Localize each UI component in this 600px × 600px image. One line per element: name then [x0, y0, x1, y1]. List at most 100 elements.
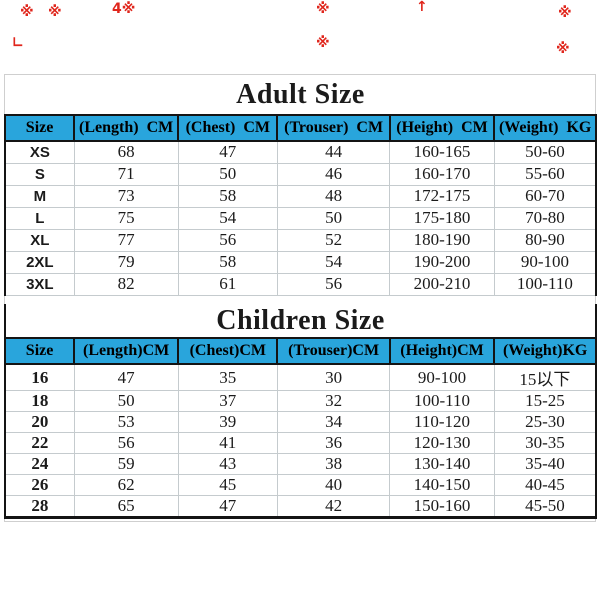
value-cell: 50 [276, 206, 391, 230]
value-cell: 40-45 [493, 474, 597, 496]
value-cell: 61 [177, 272, 278, 296]
value-cell: 15以下 [493, 363, 597, 391]
value-cell: 35-40 [493, 453, 597, 475]
children-size-title: Children Size [4, 304, 597, 337]
value-cell: 37 [177, 390, 278, 412]
column-header: Size [3, 337, 76, 365]
value-cell: 47 [177, 495, 278, 518]
value-cell: 77 [73, 228, 179, 252]
value-cell: 56 [276, 272, 391, 296]
value-cell: 55-60 [493, 162, 597, 186]
column-header: (Trouser)CM [276, 337, 391, 365]
value-cell: 30 [276, 363, 391, 391]
size-label-cell: 26 [4, 474, 75, 496]
table-row: 26 62 45 40 140-150 40-45 [4, 474, 597, 496]
value-cell: 40 [276, 474, 391, 496]
value-cell: 75 [73, 206, 179, 230]
value-cell: 47 [177, 140, 278, 164]
table-row: 18 50 37 32 100-110 15-25 [4, 390, 597, 412]
value-cell: 130-140 [389, 453, 495, 475]
value-cell: 45-50 [493, 495, 597, 518]
size-label-cell: XS [4, 140, 75, 164]
table-row: S 71 50 46 160-170 55-60 [4, 162, 597, 186]
value-cell: 32 [276, 390, 391, 412]
table-row: M 73 58 48 172-175 60-70 [4, 184, 597, 208]
value-cell: 175-180 [389, 206, 495, 230]
value-cell: 53 [73, 411, 179, 433]
value-cell: 39 [177, 411, 278, 433]
table-row: XS 68 47 44 160-165 50-60 [4, 140, 597, 164]
children-size-table: Size (Length)CM (Chest)CM (Trouser)CM (Heigh… [3, 337, 597, 519]
value-cell: 80-90 [493, 228, 597, 252]
value-cell: 90-100 [389, 363, 495, 391]
value-cell: 47 [73, 363, 179, 391]
size-label-cell: L [4, 206, 75, 230]
value-cell: 56 [73, 432, 179, 454]
value-cell: 190-200 [389, 250, 495, 274]
column-header: Size [3, 114, 76, 142]
watermark-mark: ↑ [416, 0, 428, 15]
value-cell: 62 [73, 474, 179, 496]
value-cell: 60-70 [493, 184, 597, 208]
column-header: (Length) CM [73, 114, 180, 142]
value-cell: 58 [177, 250, 278, 274]
table-row: 2XL 79 58 54 190-200 90-100 [4, 250, 597, 274]
chart-frame-border [4, 74, 596, 522]
value-cell: 71 [73, 162, 179, 186]
value-cell: 50 [177, 162, 278, 186]
value-cell: 65 [73, 495, 179, 518]
size-label-cell: 16 [4, 363, 75, 391]
adult-size-table: Size (Length) CM (Chest) CM (Trouser) CM (He… [3, 114, 597, 296]
value-cell: 90-100 [493, 250, 597, 274]
size-label-cell: 28 [4, 495, 75, 518]
value-cell: 200-210 [389, 272, 495, 296]
column-header: (Length)CM [73, 337, 180, 365]
size-label-cell: M [4, 184, 75, 208]
value-cell: 15-25 [493, 390, 597, 412]
table-row: 20 53 39 34 110-120 25-30 [4, 411, 597, 433]
size-label-cell: XL [4, 228, 75, 252]
value-cell: 54 [276, 250, 391, 274]
value-cell: 25-30 [493, 411, 597, 433]
column-header: (Height)CM [388, 337, 496, 365]
table-row: 3XL 82 61 56 200-210 100-110 [4, 272, 597, 296]
value-cell: 35 [177, 363, 278, 391]
column-header: (Height) CM [388, 114, 496, 142]
value-cell: 34 [276, 411, 391, 433]
value-cell: 52 [276, 228, 391, 252]
watermark-mark: ※ [48, 4, 62, 20]
watermark-mark: ※ [556, 41, 570, 57]
watermark-mark: 4※ [112, 1, 136, 17]
size-label-cell: 24 [4, 453, 75, 475]
table-row: 16 47 35 30 90-100 15以下 [4, 363, 597, 391]
column-header: (Weight)KG [493, 337, 597, 365]
value-cell: 44 [276, 140, 391, 164]
value-cell: 41 [177, 432, 278, 454]
size-label-cell: 3XL [4, 272, 75, 296]
value-cell: 45 [177, 474, 278, 496]
value-cell: 172-175 [389, 184, 495, 208]
size-label-cell: 22 [4, 432, 75, 454]
value-cell: 110-120 [389, 411, 495, 433]
size-label-cell: 18 [4, 390, 75, 412]
watermark-mark: ∟ [12, 35, 24, 51]
value-cell: 70-80 [493, 206, 597, 230]
value-cell: 46 [276, 162, 391, 186]
column-header: (Chest)CM [177, 337, 279, 365]
adult-size-title: Adult Size [236, 79, 365, 110]
watermark-mark: ※ [20, 4, 34, 20]
value-cell: 59 [73, 453, 179, 475]
value-cell: 100-110 [493, 272, 597, 296]
value-cell: 140-150 [389, 474, 495, 496]
value-cell: 160-170 [389, 162, 495, 186]
value-cell: 56 [177, 228, 278, 252]
watermark-mark: ※ [316, 1, 330, 17]
value-cell: 100-110 [389, 390, 495, 412]
value-cell: 50 [73, 390, 179, 412]
adult-header-row: Size (Length) CM (Chest) CM (Trouser) CM (He… [3, 114, 597, 142]
value-cell: 38 [276, 453, 391, 475]
value-cell: 36 [276, 432, 391, 454]
value-cell: 30-35 [493, 432, 597, 454]
value-cell: 180-190 [389, 228, 495, 252]
